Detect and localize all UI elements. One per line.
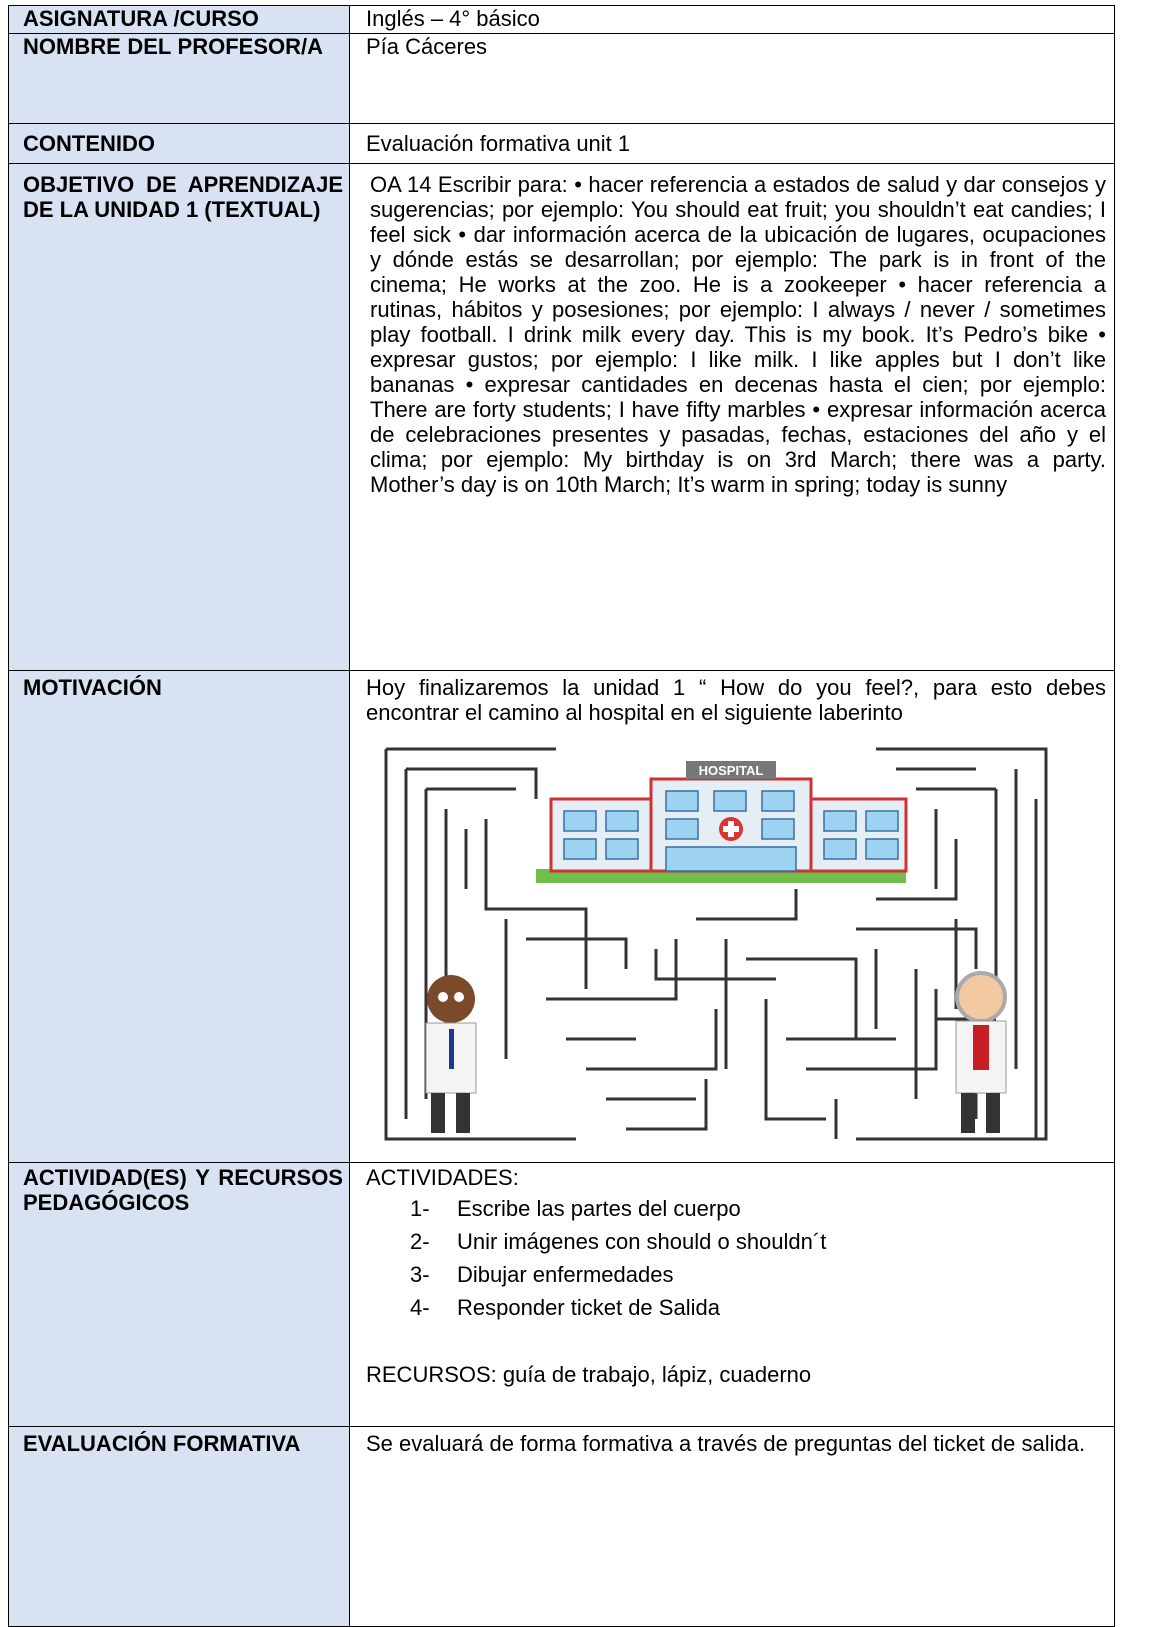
row: EVALUACIÓN FORMATIVA Se evaluará de form… [8,1426,1115,1627]
label: OBJETIVO DE APRENDIZAJE DE LA UNIDAD 1 (… [8,163,350,671]
activity-list: 1- Escribe las partes del cuerpo 2- Unir i… [366,1196,1106,1320]
content: OA 14 Escribir para: • hacer referencia … [349,163,1115,671]
hospital: HOSPITAL [536,761,908,883]
row: CONTENIDO Evaluación formativa unit 1 [8,123,1115,164]
hospital-sign: HOSPITAL [699,763,764,778]
label-text: NOMBRE DEL PROFESOR/A [23,34,323,59]
content: Evaluación formativa unit 1 [349,123,1115,164]
activities-heading: ACTIVIDADES: [366,1165,519,1190]
row: ACTIVIDAD(ES) Y RECURSOS PEDAGÓGICOS ACT… [8,1162,1115,1427]
activity-number: 4- [410,1295,430,1320]
content: Pía Cáceres [349,33,1115,124]
row: ASIGNATURA /CURSO Inglés – 4° básico [8,5,1115,34]
doctor-left [425,975,477,1133]
doctor-right [955,971,1007,1133]
plan-table: ASIGNATURA /CURSO Inglés – 4° básico NOM… [8,5,1115,1627]
row: OBJETIVO DE APRENDIZAJE DE LA UNIDAD 1 (… [8,163,1115,671]
content: ACTIVIDADES: 1- Escribe las partes del cu… [349,1162,1115,1427]
maze-image: HOSPITAL [384,747,1048,1141]
label: CONTENIDO [8,123,350,164]
row: NOMBRE DEL PROFESOR/A Pía Cáceres [8,33,1115,124]
activity-text: Dibujar enfermedades [457,1262,674,1287]
content: Hoy finalizaremos la unidad 1 “ How do y… [349,670,1115,1163]
activity-text: Responder ticket de Salida [457,1295,720,1320]
activity-number: 2- [410,1229,430,1254]
row: MOTIVACIÓN Hoy finalizaremos la unidad 1… [8,670,1115,1163]
activity: 1- Escribe las partes del cuerpo [410,1196,1106,1221]
motivation-text: Hoy finalizaremos la unidad 1 “ How do y… [366,675,1106,725]
activity-text: Unir imágenes con should o shouldn´t [457,1229,827,1254]
activity-text: Escribe las partes del cuerpo [457,1196,741,1221]
activity: 3- Dibujar enfermedades [410,1262,1106,1287]
label: NOMBRE DEL PROFESOR/A [8,33,350,124]
label: ASIGNATURA /CURSO [8,5,350,34]
label: MOTIVACIÓN [8,670,350,1163]
label: ACTIVIDAD(ES) Y RECURSOS PEDAGÓGICOS [8,1162,350,1427]
label: EVALUACIÓN FORMATIVA [8,1426,350,1627]
content: Se evaluará de forma formativa a través … [349,1426,1115,1627]
content: Inglés – 4° básico [349,5,1115,34]
activity-number: 3- [410,1262,430,1287]
resources: RECURSOS: guía de trabajo, lápiz, cuader… [366,1362,812,1387]
activity: 2- Unir imágenes con should o shouldn´t [410,1229,1106,1254]
activity-number: 1- [410,1196,430,1221]
activity: 4- Responder ticket de Salida [410,1295,1106,1320]
